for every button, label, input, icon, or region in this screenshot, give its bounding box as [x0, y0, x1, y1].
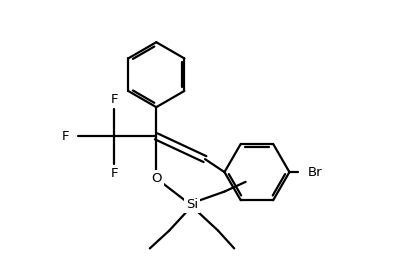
Text: F: F — [62, 130, 69, 143]
Text: F: F — [110, 92, 118, 105]
Text: O: O — [151, 172, 162, 185]
Text: Si: Si — [186, 198, 198, 211]
Text: F: F — [110, 167, 118, 180]
Text: Br: Br — [307, 166, 322, 179]
